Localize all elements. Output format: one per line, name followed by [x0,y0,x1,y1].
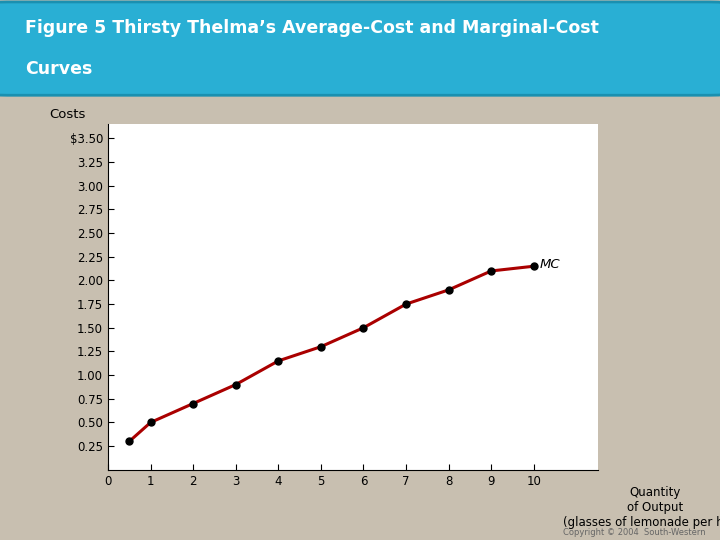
Text: Quantity
of Output
(glasses of lemonade per hour): Quantity of Output (glasses of lemonade … [563,486,720,529]
Text: Curves: Curves [25,60,93,78]
Text: MC: MC [540,258,561,271]
Text: Copyright © 2004  South-Western: Copyright © 2004 South-Western [563,528,706,537]
FancyBboxPatch shape [0,2,720,95]
Text: Costs: Costs [49,108,86,121]
Text: Figure 5 Thirsty Thelma’s Average-Cost and Marginal-Cost: Figure 5 Thirsty Thelma’s Average-Cost a… [25,19,599,37]
